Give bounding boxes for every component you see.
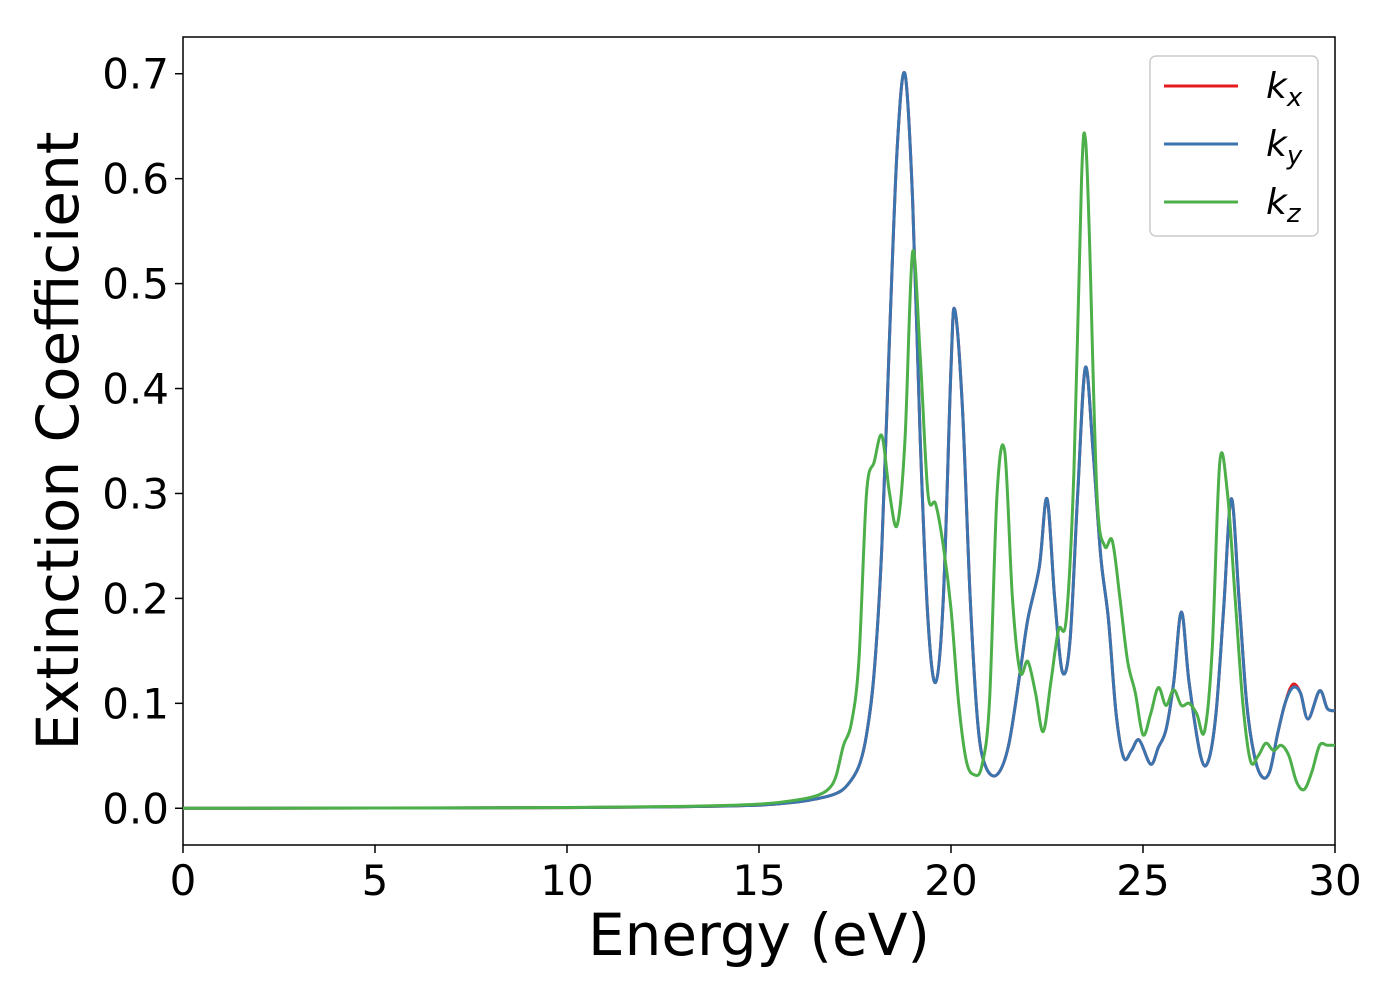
y-tick-label: 0.3 <box>102 469 169 518</box>
x-tick-label: 25 <box>1116 856 1169 905</box>
y-tick-label: 0.0 <box>102 784 169 833</box>
plot-area <box>183 70 1335 810</box>
x-axis-label: Energy (eV) <box>588 901 930 969</box>
legend-label-kx: kx <box>1266 66 1303 113</box>
x-tick-label: 15 <box>732 856 785 905</box>
series-line-kz <box>183 131 1335 810</box>
x-tick-label: 5 <box>362 856 389 905</box>
legend-label-ky: ky <box>1266 124 1303 171</box>
y-tick-label: 0.1 <box>102 679 169 728</box>
y-tick-label: 0.6 <box>102 155 169 204</box>
x-tick-label: 20 <box>924 856 977 905</box>
x-tick-label: 30 <box>1308 856 1361 905</box>
y-axis: 0.0 0.1 0.2 0.3 0.4 0.5 0.6 0.7 <box>102 50 183 833</box>
series-line-ky <box>183 70 1335 810</box>
y-tick-label: 0.2 <box>102 574 169 623</box>
legend-box <box>1149 55 1319 237</box>
x-tick-label: 10 <box>540 856 593 905</box>
x-axis: 0 5 10 15 20 25 30 <box>170 845 1362 905</box>
y-axis-label: Extinction Coefficient <box>24 132 92 751</box>
legend-label-kz: kz <box>1266 182 1302 229</box>
y-tick-label: 0.5 <box>102 260 169 309</box>
y-tick-label: 0.4 <box>102 365 169 414</box>
legend: kx ky kz <box>1149 55 1319 237</box>
x-tick-label: 0 <box>170 856 197 905</box>
y-tick-label: 0.7 <box>102 50 169 99</box>
